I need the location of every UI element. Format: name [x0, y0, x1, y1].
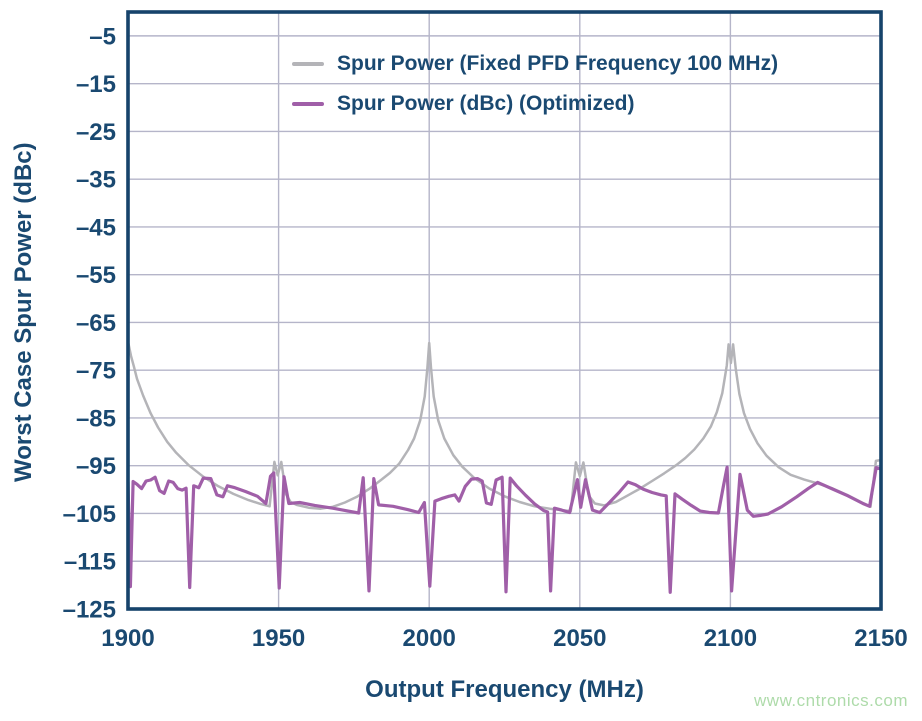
y-tick-label: –15: [76, 71, 116, 98]
legend-swatch-fixed-pfd-icon: [292, 62, 324, 66]
y-tick-label: –55: [76, 262, 116, 289]
x-tick-label: 1950: [252, 625, 305, 652]
y-tick-label: –35: [76, 167, 116, 194]
y-tick-label: –65: [76, 310, 116, 337]
plot-border: [126, 10, 883, 611]
y-tick-label: –45: [76, 214, 116, 241]
legend: Spur Power (Fixed PFD Frequency 100 MHz)…: [292, 44, 778, 124]
y-tick-label: –85: [76, 405, 116, 432]
x-tick-label: 2050: [553, 625, 606, 652]
legend-entry-optimized: Spur Power (dBc) (Optimized): [292, 84, 778, 124]
legend-label-fixed-pfd: Spur Power (Fixed PFD Frequency 100 MHz): [337, 52, 779, 75]
legend-label-optimized: Spur Power (dBc) (Optimized): [337, 92, 635, 115]
x-tick-label: 1900: [101, 625, 154, 652]
x-tick-label: 2150: [854, 625, 907, 652]
x-axis-title: Output Frequency (MHz): [365, 676, 644, 703]
legend-swatch-optimized-icon: [292, 101, 324, 107]
y-tick-label: –95: [76, 453, 116, 480]
y-tick-label: –125: [63, 597, 116, 624]
y-tick-label: –105: [63, 501, 116, 528]
y-tick-label: –5: [89, 23, 116, 50]
legend-entry-fixed-pfd: Spur Power (Fixed PFD Frequency 100 MHz): [292, 44, 778, 84]
series-line-fixed-pfd: [128, 340, 881, 513]
y-tick-label: –25: [76, 119, 116, 146]
watermark: www.cntronics.com: [754, 691, 908, 710]
y-tick-label: –75: [76, 358, 116, 385]
y-tick-label: –115: [64, 549, 116, 576]
x-tick-label: 2100: [704, 625, 757, 652]
y-axis-title: Worst Case Spur Power (dBc): [10, 142, 37, 482]
x-tick-label: 2000: [403, 625, 456, 652]
series-line-optimized: [128, 465, 881, 594]
